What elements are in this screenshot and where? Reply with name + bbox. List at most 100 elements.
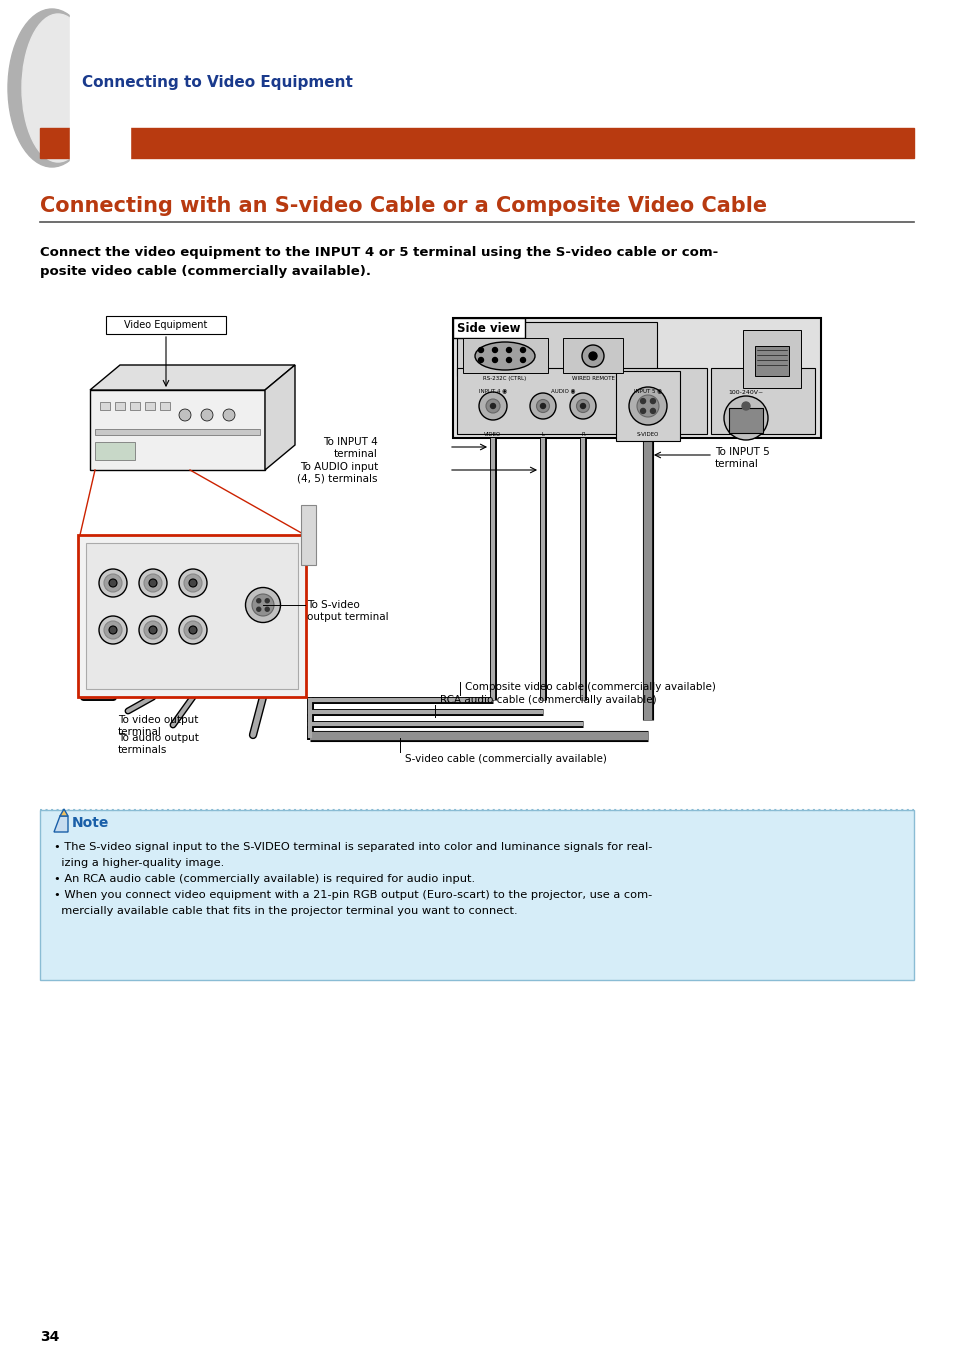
Polygon shape	[54, 816, 68, 832]
Ellipse shape	[650, 408, 655, 413]
Text: To S-video
output terminal: To S-video output terminal	[307, 600, 388, 621]
Ellipse shape	[490, 404, 495, 408]
Ellipse shape	[478, 347, 483, 353]
Ellipse shape	[741, 403, 749, 409]
Text: S-video cable (commercially available): S-video cable (commercially available)	[405, 754, 606, 765]
Bar	[145, 403, 154, 409]
Ellipse shape	[184, 574, 202, 592]
Text: S-VIDEO: S-VIDEO	[637, 432, 659, 436]
Text: Composite video cable (commercially available): Composite video cable (commercially avai…	[464, 682, 715, 692]
Ellipse shape	[650, 399, 655, 404]
Ellipse shape	[149, 626, 157, 634]
Bar	[710, 367, 814, 434]
Ellipse shape	[506, 347, 511, 353]
Ellipse shape	[576, 400, 589, 412]
Bar	[453, 317, 524, 338]
Text: Connecting with an S-video Cable or a Composite Video Cable: Connecting with an S-video Cable or a Co…	[40, 196, 766, 216]
Text: To INPUT 5
terminal: To INPUT 5 terminal	[714, 447, 769, 469]
Ellipse shape	[478, 358, 483, 362]
Ellipse shape	[478, 392, 506, 420]
Ellipse shape	[201, 409, 213, 422]
Text: R: R	[580, 432, 584, 436]
Ellipse shape	[265, 607, 269, 611]
Ellipse shape	[492, 347, 497, 353]
Bar	[78, 535, 306, 697]
Text: VIDEO: VIDEO	[484, 432, 501, 436]
Ellipse shape	[184, 621, 202, 639]
Text: L: L	[541, 432, 544, 436]
Ellipse shape	[109, 626, 117, 634]
Text: To AUDIO input
(4, 5) terminals: To AUDIO input (4, 5) terminals	[297, 462, 377, 484]
Ellipse shape	[569, 393, 596, 419]
Text: To INPUT 4
terminal: To INPUT 4 terminal	[323, 436, 377, 458]
Text: AUDIO ◉: AUDIO ◉	[550, 388, 575, 393]
Bar	[70, 0, 130, 176]
Ellipse shape	[492, 358, 497, 362]
Ellipse shape	[109, 580, 117, 586]
Ellipse shape	[475, 342, 535, 370]
Text: Connecting to Video Equipment: Connecting to Video Equipment	[82, 74, 353, 89]
Text: Connect the video equipment to the INPUT 4 or 5 terminal using the S-video cable: Connect the video equipment to the INPUT…	[40, 246, 718, 259]
Ellipse shape	[536, 400, 549, 412]
Text: Video Equipment: Video Equipment	[124, 320, 208, 330]
Ellipse shape	[223, 409, 234, 422]
Ellipse shape	[579, 404, 585, 408]
Ellipse shape	[485, 399, 499, 413]
Ellipse shape	[639, 399, 645, 404]
Bar	[453, 317, 821, 438]
Ellipse shape	[245, 588, 280, 623]
Bar	[115, 403, 125, 409]
Bar	[562, 338, 622, 373]
Ellipse shape	[144, 574, 162, 592]
Text: INPUT 4 ◉: INPUT 4 ◉	[478, 388, 506, 393]
Text: • When you connect video equipment with a 21-pin RGB output (Euro-scart) to the : • When you connect video equipment with …	[54, 890, 652, 900]
Ellipse shape	[252, 594, 274, 616]
Ellipse shape	[637, 394, 659, 417]
Ellipse shape	[628, 386, 666, 426]
Bar	[100, 403, 110, 409]
Bar	[106, 316, 226, 334]
Text: RS-232C (CTRL): RS-232C (CTRL)	[483, 376, 526, 381]
Text: Note: Note	[71, 816, 110, 830]
Bar	[456, 322, 657, 376]
Text: INPUT 5 ◉: INPUT 5 ◉	[634, 388, 661, 393]
Ellipse shape	[520, 347, 525, 353]
Ellipse shape	[639, 408, 645, 413]
Ellipse shape	[104, 574, 122, 592]
Ellipse shape	[144, 621, 162, 639]
Text: izing a higher-quality image.: izing a higher-quality image.	[54, 858, 224, 867]
Ellipse shape	[179, 569, 207, 597]
Bar	[456, 367, 706, 434]
Ellipse shape	[179, 616, 207, 644]
Bar	[462, 338, 547, 373]
Bar	[301, 505, 315, 565]
Ellipse shape	[104, 621, 122, 639]
Bar	[40, 128, 913, 158]
Ellipse shape	[139, 569, 167, 597]
Ellipse shape	[520, 358, 525, 362]
Bar	[86, 543, 297, 689]
Ellipse shape	[149, 580, 157, 586]
Ellipse shape	[139, 616, 167, 644]
Bar	[742, 330, 801, 388]
Polygon shape	[60, 809, 68, 816]
Text: Side view: Side view	[456, 322, 520, 335]
Text: posite video cable (commercially available).: posite video cable (commercially availab…	[40, 265, 371, 278]
Bar	[728, 408, 762, 434]
Ellipse shape	[256, 607, 260, 611]
Ellipse shape	[723, 396, 767, 440]
Bar	[90, 390, 265, 470]
Text: RCA audio cable (commercially available): RCA audio cable (commercially available)	[439, 694, 656, 705]
Bar	[40, 811, 913, 979]
Ellipse shape	[189, 626, 196, 634]
Bar	[95, 442, 135, 459]
Text: To audio output
terminals: To audio output terminals	[118, 734, 198, 755]
Ellipse shape	[588, 353, 597, 359]
Bar	[160, 403, 170, 409]
Text: 100-240V~: 100-240V~	[727, 390, 762, 394]
Ellipse shape	[540, 404, 545, 408]
Ellipse shape	[265, 598, 269, 603]
Polygon shape	[90, 365, 294, 390]
Text: WIRED REMOTE: WIRED REMOTE	[571, 376, 614, 381]
Text: • An RCA audio cable (commercially available) is required for audio input.: • An RCA audio cable (commercially avail…	[54, 874, 475, 884]
